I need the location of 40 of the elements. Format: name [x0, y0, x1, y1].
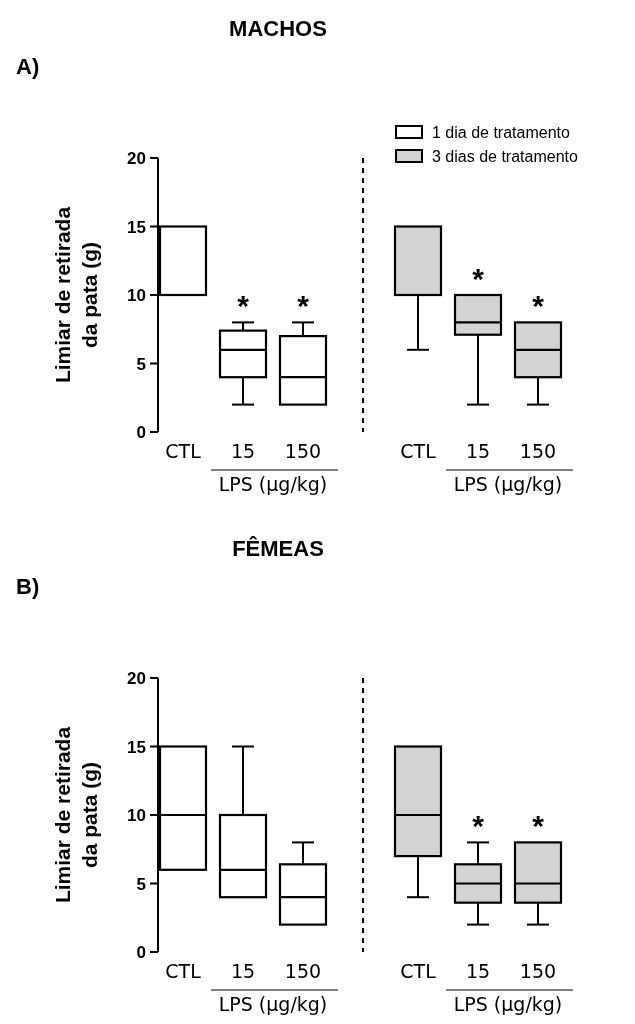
annotation: * [472, 262, 485, 295]
y-tick-label: 20 [127, 149, 146, 168]
x-tick-label: CTL [165, 960, 202, 982]
annotation: * [472, 809, 485, 843]
y-tick-label: 20 [127, 669, 146, 688]
legend-label: 1 dia de tratamento [432, 124, 570, 141]
y-tick-label: 15 [127, 217, 146, 237]
y-tick-label: 10 [127, 806, 146, 825]
x-tick-label: 150 [519, 960, 557, 982]
x-tick-label: 15 [230, 960, 256, 982]
x-tick-label: 150 [519, 440, 557, 462]
chart-title: FÊMEAS [232, 536, 324, 561]
text: LPS (μg/kg) [453, 473, 563, 495]
annotation: * [297, 289, 310, 323]
annotation: * [532, 289, 545, 323]
x-tick-label: CTL [400, 440, 437, 462]
y-tick-label: 10 [127, 286, 146, 305]
text: B) [16, 574, 40, 599]
y-tick-label: 0 [136, 943, 146, 962]
y-axis-title: Limiar de retirada da pata (g) [51, 206, 101, 384]
x-tick-label: 150 [284, 960, 322, 982]
y-tick-label: 0 [136, 423, 146, 442]
y-tick-label: 5 [136, 354, 146, 374]
text: LPS (μg/kg) [218, 993, 328, 1015]
x-tick-label: CTL [165, 440, 202, 462]
x-tick-label: CTL [400, 960, 437, 982]
x-tick-label: 15 [465, 440, 491, 462]
annotation: * [237, 289, 250, 323]
y-tick-label: 15 [127, 737, 146, 757]
text: A) [16, 54, 40, 79]
annotation: * [532, 809, 545, 843]
y-axis-title: Limiar de retirada da pata (g) [51, 726, 101, 904]
x-tick-label: 150 [284, 440, 322, 462]
y-tick-label: 5 [136, 874, 146, 894]
x-tick-label: 15 [465, 960, 491, 982]
text: LPS (μg/kg) [218, 473, 328, 495]
text: LPS (μg/kg) [453, 993, 563, 1015]
chart-title: MACHOS [229, 16, 327, 41]
x-tick-label: 15 [230, 440, 256, 462]
legend-label: 3 dias de tratamento [432, 148, 578, 165]
